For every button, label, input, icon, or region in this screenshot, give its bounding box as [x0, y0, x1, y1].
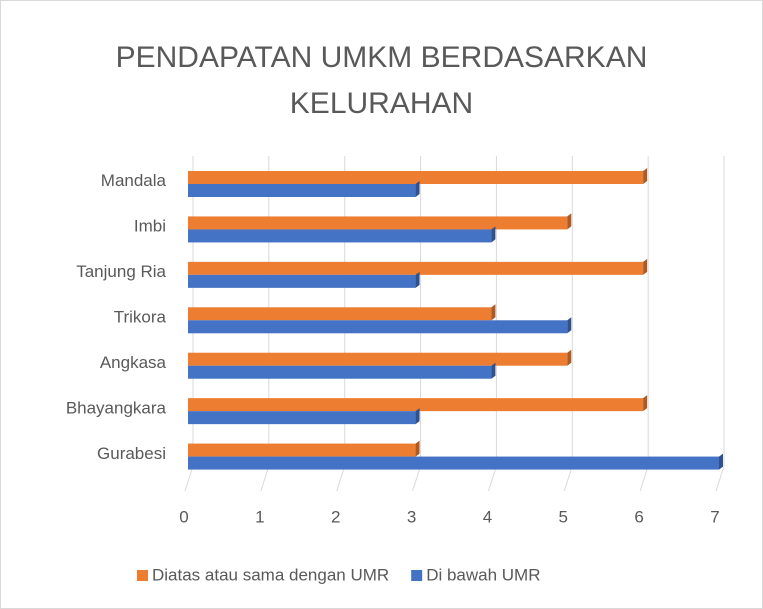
bar-edge	[567, 213, 572, 230]
bar	[188, 456, 719, 470]
bar	[188, 320, 568, 334]
x-tick-label: 3	[407, 507, 416, 526]
x-tick-label: 0	[179, 507, 188, 526]
bar	[188, 229, 492, 243]
bar-edge	[491, 304, 496, 321]
grid-line	[639, 465, 649, 492]
y-tick-label: Bhayangkara	[66, 398, 167, 417]
x-tick-label: 4	[483, 507, 492, 526]
x-tick-label: 7	[710, 507, 719, 526]
legend-label: Diatas atau sama dengan UMR	[152, 565, 389, 584]
legend-swatch	[137, 570, 148, 581]
bar	[188, 184, 416, 197]
bar	[188, 365, 492, 379]
grid-line	[336, 465, 346, 492]
bar-edge	[415, 271, 420, 288]
y-tick-label: Gurabesi	[97, 444, 166, 463]
chart-title: PENDAPATAN UMKM BERDASARKAN KELURAHAN	[115, 41, 648, 120]
x-tick-label: 6	[634, 507, 643, 526]
bar	[188, 307, 492, 321]
bar-edge	[643, 168, 648, 184]
grid-line	[184, 465, 194, 492]
legend-label: Di bawah UMR	[426, 565, 540, 584]
y-tick-label: Tanjung Ria	[76, 262, 166, 281]
x-tick-label: 5	[559, 507, 568, 526]
bar	[188, 274, 416, 288]
grid-line	[563, 465, 573, 492]
legend-swatch	[411, 570, 423, 581]
grid-line	[715, 465, 725, 492]
bar-edge	[643, 258, 648, 275]
bar-edge	[491, 226, 496, 243]
bar-edge	[491, 362, 496, 379]
bar	[188, 411, 416, 425]
bar-edge	[415, 440, 420, 457]
x-tick-label: 1	[255, 507, 264, 526]
bar-edge	[567, 349, 572, 366]
grid-line	[412, 465, 422, 492]
bar	[188, 443, 416, 457]
bar	[188, 352, 568, 366]
bar-edge	[415, 408, 420, 425]
bar-edge	[567, 317, 572, 334]
x-tick-label: 2	[331, 507, 340, 526]
bar-edge	[643, 395, 648, 412]
y-tick-label: Angkasa	[100, 353, 167, 372]
y-tick-label: Imbi	[134, 217, 166, 236]
bar	[188, 398, 644, 412]
bar-edge	[719, 453, 723, 470]
grid-line	[487, 465, 497, 492]
bar	[188, 261, 644, 275]
bar-edge	[415, 181, 420, 197]
bar	[188, 216, 568, 230]
y-tick-label: Trikora	[114, 307, 167, 326]
y-tick-label: Mandala	[101, 171, 167, 190]
bar	[188, 171, 644, 184]
grid-line	[260, 465, 270, 492]
